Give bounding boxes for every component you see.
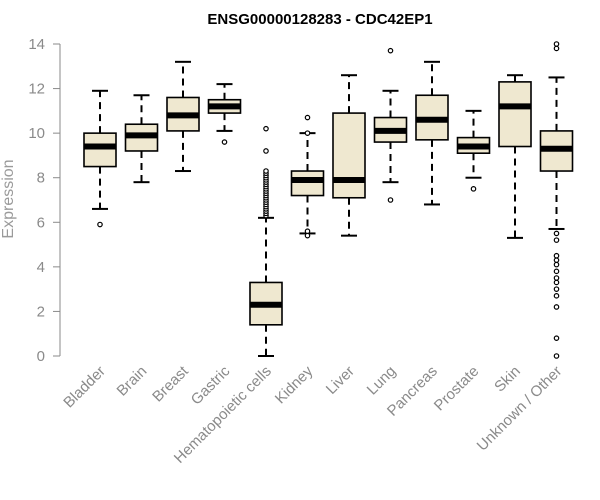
boxes-group [83,41,574,359]
outlier-point [387,197,394,203]
outlier-point [553,286,560,292]
outlier-point [553,275,560,281]
outlier-point [553,293,560,299]
box-brain [124,94,159,184]
iqr-box [83,132,117,168]
outlier-point [553,335,560,341]
outlier-point [470,186,477,192]
x-category-label: Bladder [60,363,109,412]
outlier-point [553,353,560,359]
outlier-point [553,261,560,268]
iqr-box [290,170,325,197]
outlier-point [553,237,560,243]
outlier-point [304,228,311,235]
x-category-label: Skin [491,363,524,396]
x-category-label: Prostate [431,363,483,415]
box-skin [498,74,532,239]
box-pancreas [415,60,449,206]
outlier-point [221,139,228,145]
iqr-box [498,81,532,148]
y-tick-label: 8 [37,170,45,187]
outlier-point [553,230,560,237]
outlier-point [553,252,560,259]
box-kidney [290,114,325,239]
y-axis: 0 2 4 6 8 10 12 14 [28,36,61,365]
x-category-label: Lung [364,363,400,399]
x-category-label: Brain [114,363,151,400]
outlier-point [553,41,560,47]
box-bladder [83,89,117,228]
iqr-box [332,112,366,199]
x-category-label: Liver [323,363,358,398]
box-lung [373,47,408,203]
y-tick-label: 4 [37,259,45,276]
chart-title: ENSG00000128283 - CDC42EP1 [207,11,432,28]
box-prostate [456,109,491,192]
outlier-point [304,114,311,121]
y-tick-label: 2 [37,303,45,320]
outlier-point [304,232,311,239]
outlier-point [263,125,269,132]
box-liver [332,74,366,237]
outlier-point [263,168,269,174]
outlier-point [263,148,269,154]
outlier-point [97,221,103,228]
outlier-point [304,130,311,136]
y-tick-label: 10 [28,125,45,142]
y-tick-label: 0 [37,348,45,365]
box-gastric [207,83,242,145]
y-axis-label: Expression [0,159,17,238]
y-tick-label: 14 [28,36,45,53]
box-unknown-other [539,41,574,359]
outlier-point [553,279,560,286]
box-breast [166,60,200,173]
outlier-point [387,47,394,54]
outlier-point [553,304,560,310]
outlier-point [553,268,560,275]
outlier-point [553,257,560,263]
outlier-point [553,45,560,52]
x-category-label: Breast [149,362,192,405]
box-hematopoietic-cells [249,125,283,357]
x-category-label: Kidney [272,362,317,407]
y-tick-label: 12 [28,81,45,98]
y-tick-label: 6 [37,214,45,231]
